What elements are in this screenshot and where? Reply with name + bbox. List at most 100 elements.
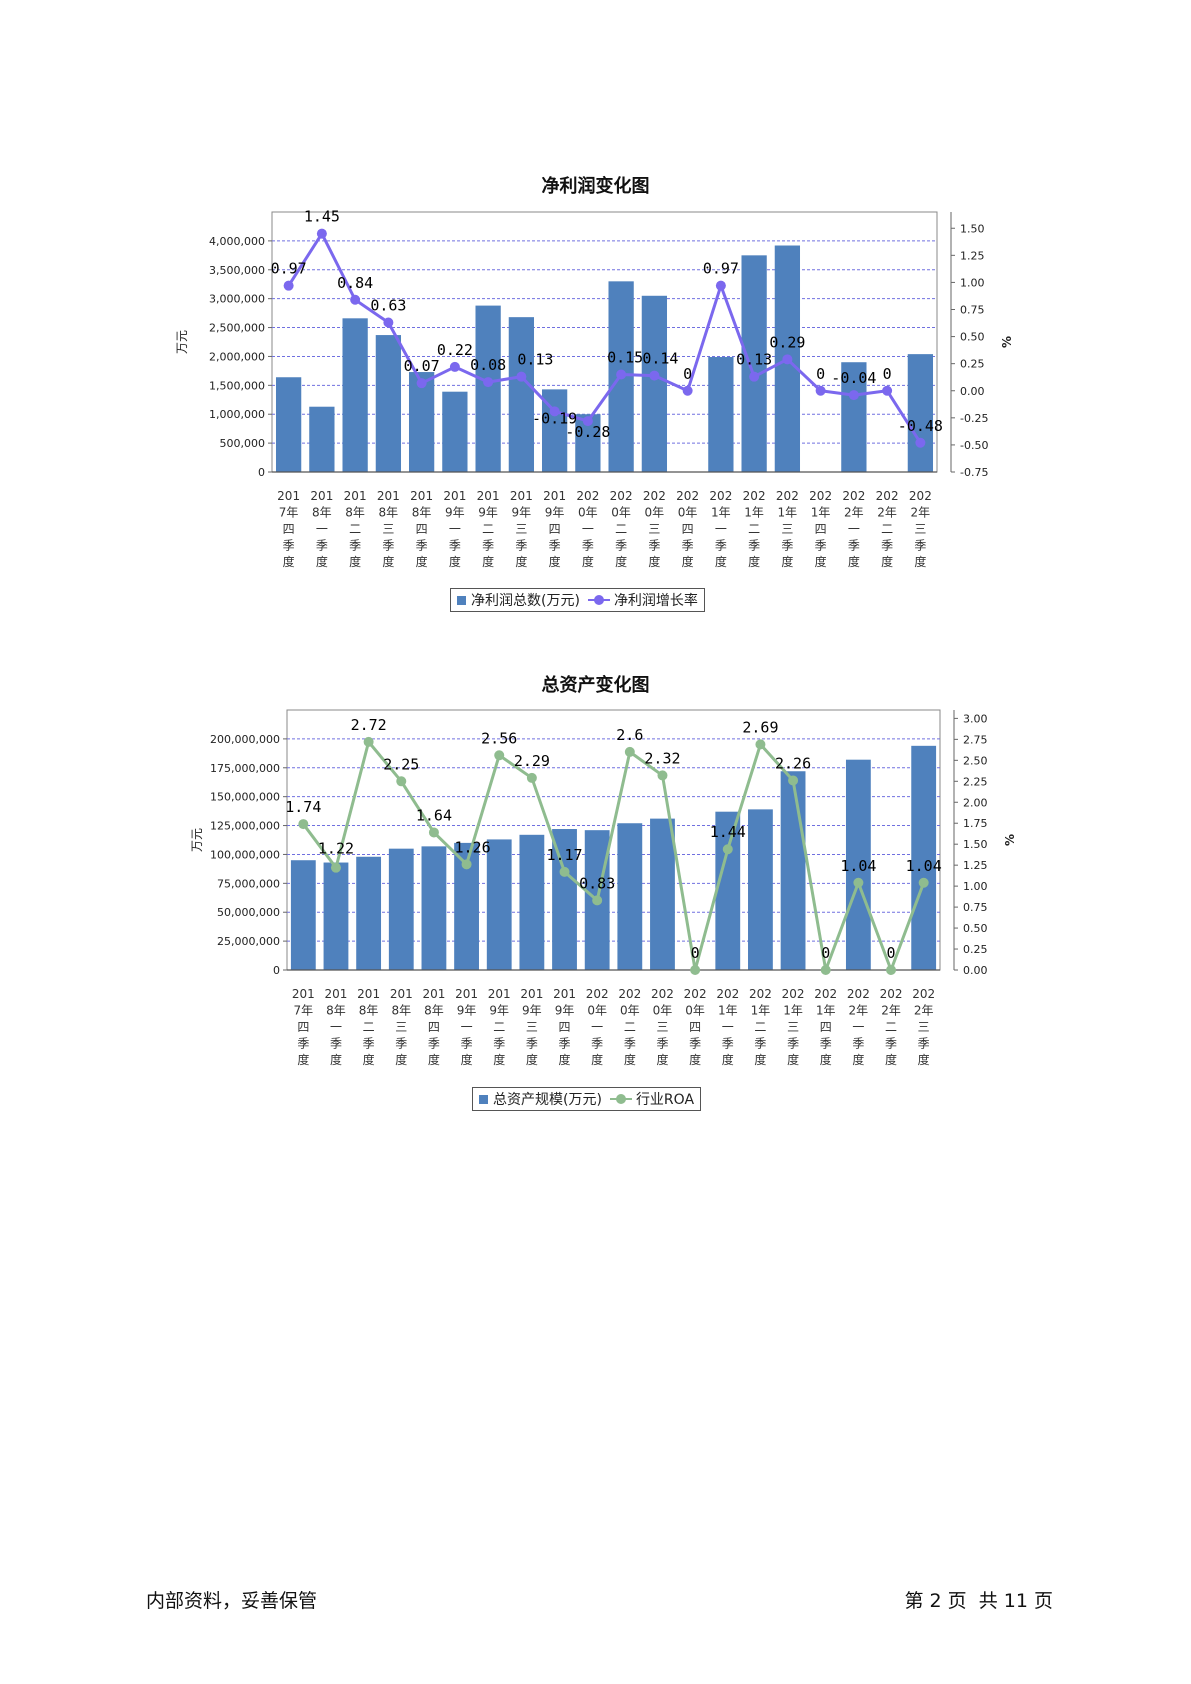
category-label: 三 <box>526 1020 538 1034</box>
data-label: 1.22 <box>318 840 354 858</box>
bar <box>442 391 468 472</box>
right-tick-label: -0.75 <box>960 466 988 479</box>
data-label: 0.97 <box>703 260 739 278</box>
line-point <box>886 965 897 975</box>
data-label: 2.69 <box>742 718 778 736</box>
left-tick-label: 75,000,000 <box>217 877 280 890</box>
data-label: 0.22 <box>437 341 473 359</box>
chart-title-total-assets: 总资产变化图 <box>541 675 650 696</box>
category-label: 度 <box>363 1052 375 1067</box>
bar <box>741 255 767 472</box>
category-label: 四 <box>549 522 561 536</box>
category-label: 201 <box>422 987 445 1001</box>
category-label: 季 <box>918 1037 930 1051</box>
right-tick-label: -0.50 <box>960 439 988 452</box>
right-tick-label: 2.00 <box>963 796 988 809</box>
category-label: 四 <box>815 522 827 536</box>
category-label: 一 <box>591 1020 603 1034</box>
data-label: 0.14 <box>642 350 678 368</box>
chart-title-net-profit: 净利润变化图 <box>541 176 650 197</box>
category-label: 201 <box>344 489 367 503</box>
category-label: 202 <box>651 987 674 1001</box>
data-label: 0.07 <box>404 357 440 375</box>
category-label: 季 <box>881 539 893 553</box>
line-point <box>283 280 294 291</box>
category-label: 季 <box>526 1037 538 1051</box>
category-label: 三 <box>781 522 793 536</box>
bar <box>650 818 675 970</box>
left-tick-label: 2,500,000 <box>209 322 265 335</box>
category-label: 一 <box>316 522 328 536</box>
category-label: 202 <box>743 489 766 503</box>
category-label: 季 <box>363 1037 375 1051</box>
line-point <box>363 736 374 747</box>
line-point <box>853 877 864 888</box>
right-tick-label: 1.25 <box>960 249 985 262</box>
line-point <box>526 772 537 783</box>
category-label: 度 <box>689 1052 701 1067</box>
data-label: 2.72 <box>351 716 387 734</box>
category-label: 季 <box>624 1037 636 1051</box>
bar <box>408 372 435 472</box>
category-label: 二 <box>748 522 760 536</box>
category-label: 202 <box>782 987 805 1001</box>
category-label: 一 <box>330 1020 342 1034</box>
category-label: 1年 <box>811 506 831 520</box>
line-point <box>516 371 527 382</box>
category-label: 三 <box>787 1020 799 1034</box>
category-label: 202 <box>809 489 832 503</box>
legend-total-assets: 总资产规模(万元) 行业ROA <box>472 1087 702 1111</box>
category-label: 季 <box>914 539 926 553</box>
left-tick-label: 100,000,000 <box>210 848 280 861</box>
category-label: 度 <box>848 554 860 569</box>
line-point <box>316 228 327 239</box>
category-label: 度 <box>787 1052 799 1067</box>
category-label: 季 <box>515 539 527 553</box>
legend-line-swatch <box>609 1094 632 1104</box>
category-label: 四 <box>416 522 428 536</box>
right-tick-label: 0.00 <box>960 385 985 398</box>
category-label: 度 <box>781 554 793 569</box>
category-label: 季 <box>648 539 660 553</box>
category-label: 二 <box>615 522 627 536</box>
legend-bar-swatch <box>457 595 466 605</box>
category-label: 季 <box>493 1037 505 1051</box>
category-label: 度 <box>461 1052 473 1067</box>
category-label: 201 <box>510 489 533 503</box>
data-label: 2.32 <box>644 749 680 767</box>
right-tick-label: 1.50 <box>963 838 988 851</box>
category-label: 9年 <box>478 506 498 520</box>
category-label: 度 <box>885 1052 897 1067</box>
category-label: 度 <box>624 1052 636 1067</box>
category-label: 季 <box>852 1037 864 1051</box>
category-label: 8年 <box>379 506 399 520</box>
category-label: 202 <box>842 489 865 503</box>
category-label: 0年 <box>678 506 698 520</box>
category-label: 9年 <box>555 1004 575 1018</box>
category-label: 季 <box>283 539 295 553</box>
category-label: 季 <box>582 539 594 553</box>
data-label: 1.04 <box>840 857 876 875</box>
category-label: 度 <box>881 554 893 569</box>
right-tick-label: 1.75 <box>963 817 988 830</box>
category-label: 8年 <box>345 506 365 520</box>
data-label: 0.15 <box>607 349 643 367</box>
net-profit-chart: 4,000,000 3,500,000 3,000,000 2,500,000 2,00… <box>175 208 1014 569</box>
category-label: 202 <box>610 489 633 503</box>
category-label: 季 <box>349 539 361 553</box>
category-label: 二 <box>754 1020 766 1034</box>
category-label: 9年 <box>445 506 465 520</box>
legend-line-swatch <box>587 595 610 605</box>
bar <box>342 318 368 472</box>
left-tick-label: 150,000,000 <box>210 791 280 804</box>
line-point <box>755 739 766 750</box>
right-tick-label: 1.00 <box>963 880 988 893</box>
bar <box>911 745 937 970</box>
legend-line-label: 行业ROA <box>635 1092 695 1108</box>
left-tick-label: 2,000,000 <box>209 350 265 363</box>
category-label: 7年 <box>279 506 299 520</box>
plot-frame <box>286 709 941 971</box>
category-label: 季 <box>615 539 627 553</box>
data-label: 0 <box>821 944 830 962</box>
bar <box>508 317 535 472</box>
